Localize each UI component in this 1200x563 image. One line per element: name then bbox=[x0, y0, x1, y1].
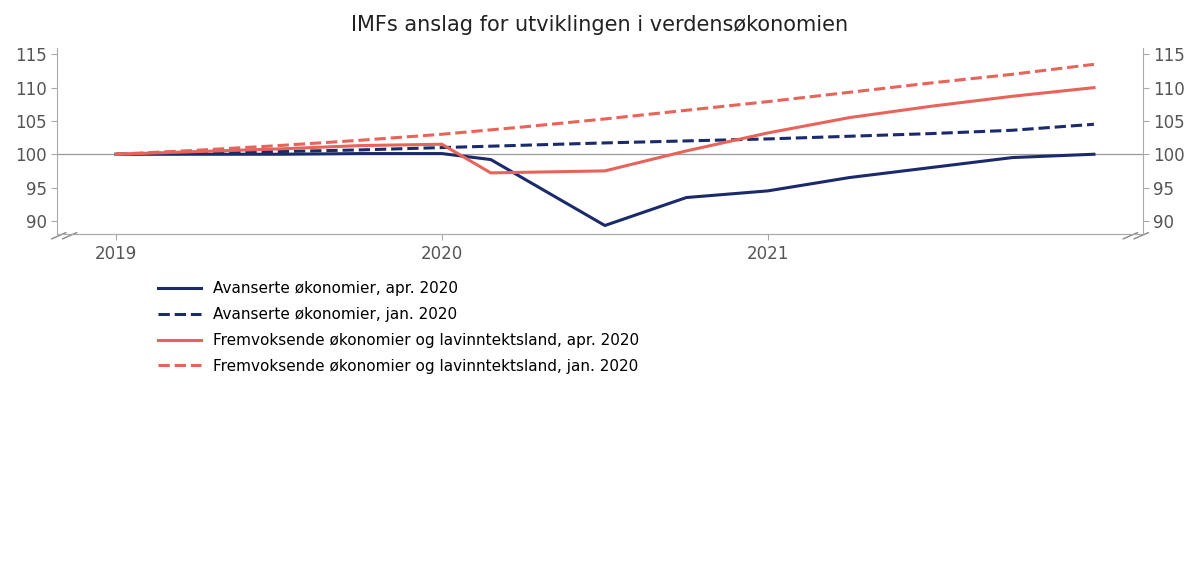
Title: IMFs anslag for utviklingen i verdensøkonomien: IMFs anslag for utviklingen i verdensøko… bbox=[352, 15, 848, 35]
Legend: Avanserte økonomier, apr. 2020, Avanserte økonomier, jan. 2020, Fremvoksende øko: Avanserte økonomier, apr. 2020, Avansert… bbox=[151, 275, 646, 379]
